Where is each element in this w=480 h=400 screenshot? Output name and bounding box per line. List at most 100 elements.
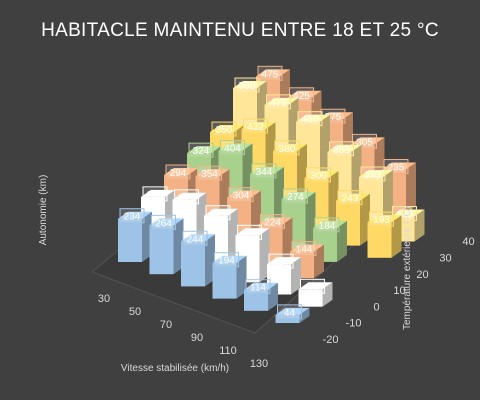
data-label-box: [220, 140, 245, 156]
bar-20c-130kmh: [367, 215, 402, 258]
data-label: 450: [297, 111, 323, 127]
data-label-text: 164: [273, 257, 290, 268]
data-label-box: [251, 163, 277, 179]
data-label: 224: [260, 214, 285, 230]
data-label-text: 294: [210, 209, 227, 220]
data-label-text: 193: [373, 215, 390, 226]
data-label-box: [174, 189, 199, 205]
data-label: 314: [174, 189, 199, 205]
data-label-box: [237, 224, 262, 240]
data-label: 475: [257, 65, 283, 81]
data-label-box: [142, 186, 168, 202]
data-label-box: [329, 141, 354, 157]
x-tick-labels: 30 50 70 90 110 130: [98, 293, 268, 370]
data-label-box: [211, 121, 237, 137]
data-label-box: [205, 205, 231, 221]
x-tick-90: 90: [191, 332, 203, 344]
data-label-text: 135: [396, 210, 413, 221]
data-label-text: 305: [356, 137, 373, 148]
bar-front: [367, 222, 392, 258]
data-label: 353: [329, 141, 354, 157]
data-label-box: [243, 118, 268, 134]
bar--10c-110kmh: [267, 257, 301, 295]
data-label-box: [360, 166, 386, 182]
data-label: 94: [300, 278, 325, 294]
data-label-text: 254: [241, 228, 258, 239]
data-label-text: 475: [262, 69, 279, 80]
data-label: 264: [151, 214, 176, 230]
data-label: 184: [314, 217, 340, 233]
data-label-text: 314: [178, 193, 195, 204]
data-label-box: [300, 278, 325, 294]
data-label-text: 500: [239, 81, 256, 92]
data-label: 294: [165, 164, 191, 180]
data-label: 324: [188, 142, 214, 158]
data-label-box: [234, 77, 260, 93]
data-label-box: [151, 214, 176, 230]
data-label-box: [266, 94, 291, 110]
data-label: 304: [228, 187, 254, 203]
data-label-text: 274: [287, 192, 304, 203]
data-label-text: 235: [388, 163, 405, 174]
data-label: 283: [360, 166, 386, 182]
x-tick-50: 50: [129, 306, 141, 318]
data-label: 380: [274, 140, 300, 156]
z-tick-40: 40: [462, 236, 474, 248]
bar-front: [181, 241, 205, 287]
data-label-text: 344: [256, 167, 273, 178]
data-label-text: 300: [310, 171, 327, 182]
data-label-box: [188, 142, 214, 158]
data-label-text: 283: [365, 170, 382, 181]
data-label-box: [260, 214, 285, 230]
data-label-box: [306, 167, 331, 183]
data-label: 475: [266, 94, 291, 110]
data-label: 354: [197, 165, 222, 181]
z-tick--20: -20: [323, 334, 339, 346]
z-tick--10: -10: [346, 318, 362, 330]
data-label: 234: [119, 208, 145, 224]
data-label-text: 350: [216, 125, 233, 136]
data-label-box: [297, 111, 323, 127]
data-label-text: 294: [170, 168, 187, 179]
data-label-text: 354: [201, 169, 218, 180]
data-label: 144: [291, 241, 317, 257]
data-label-text: 264: [147, 190, 164, 201]
data-label-text: 243: [342, 194, 359, 205]
data-label: 404: [220, 140, 245, 156]
z-tick-0: 0: [373, 301, 379, 313]
x-tick-110: 110: [219, 345, 237, 357]
data-label-box: [245, 279, 271, 295]
data-label-text: 244: [187, 234, 204, 245]
z-tick-labels: -20 -10 0 10 20 30 40: [323, 236, 475, 346]
data-label-box: [165, 164, 191, 180]
x-tick-70: 70: [160, 319, 172, 331]
data-label: 164: [268, 253, 294, 269]
data-label-box: [291, 241, 317, 257]
data-label: 243: [337, 190, 363, 206]
bar-side: [383, 169, 393, 230]
data-label: 44: [277, 304, 302, 320]
z-tick-20: 20: [416, 269, 428, 281]
data-label-text: 184: [319, 221, 336, 232]
data-label-text: 264: [155, 218, 172, 229]
data-label-text: 224: [264, 218, 281, 229]
data-label: 193: [369, 211, 394, 227]
data-label: 350: [211, 121, 237, 137]
data-label-text: 194: [218, 256, 235, 267]
bar-front: [244, 289, 268, 311]
x-tick-130: 130: [250, 358, 268, 370]
y-axis-title: Autonomie (km): [38, 175, 49, 246]
data-label-text: 44: [284, 308, 296, 319]
data-label-box: [119, 208, 145, 224]
data-label: 254: [237, 224, 262, 240]
data-label: 500: [234, 77, 260, 93]
data-label: 344: [251, 163, 277, 179]
bar-side: [406, 162, 416, 213]
data-label-box: [277, 304, 302, 320]
data-label-text: 425: [293, 91, 310, 102]
data-label: 274: [283, 188, 308, 204]
data-label-text: 94: [307, 282, 319, 293]
data-label-text: 353: [333, 145, 350, 156]
data-label-box: [268, 253, 294, 269]
